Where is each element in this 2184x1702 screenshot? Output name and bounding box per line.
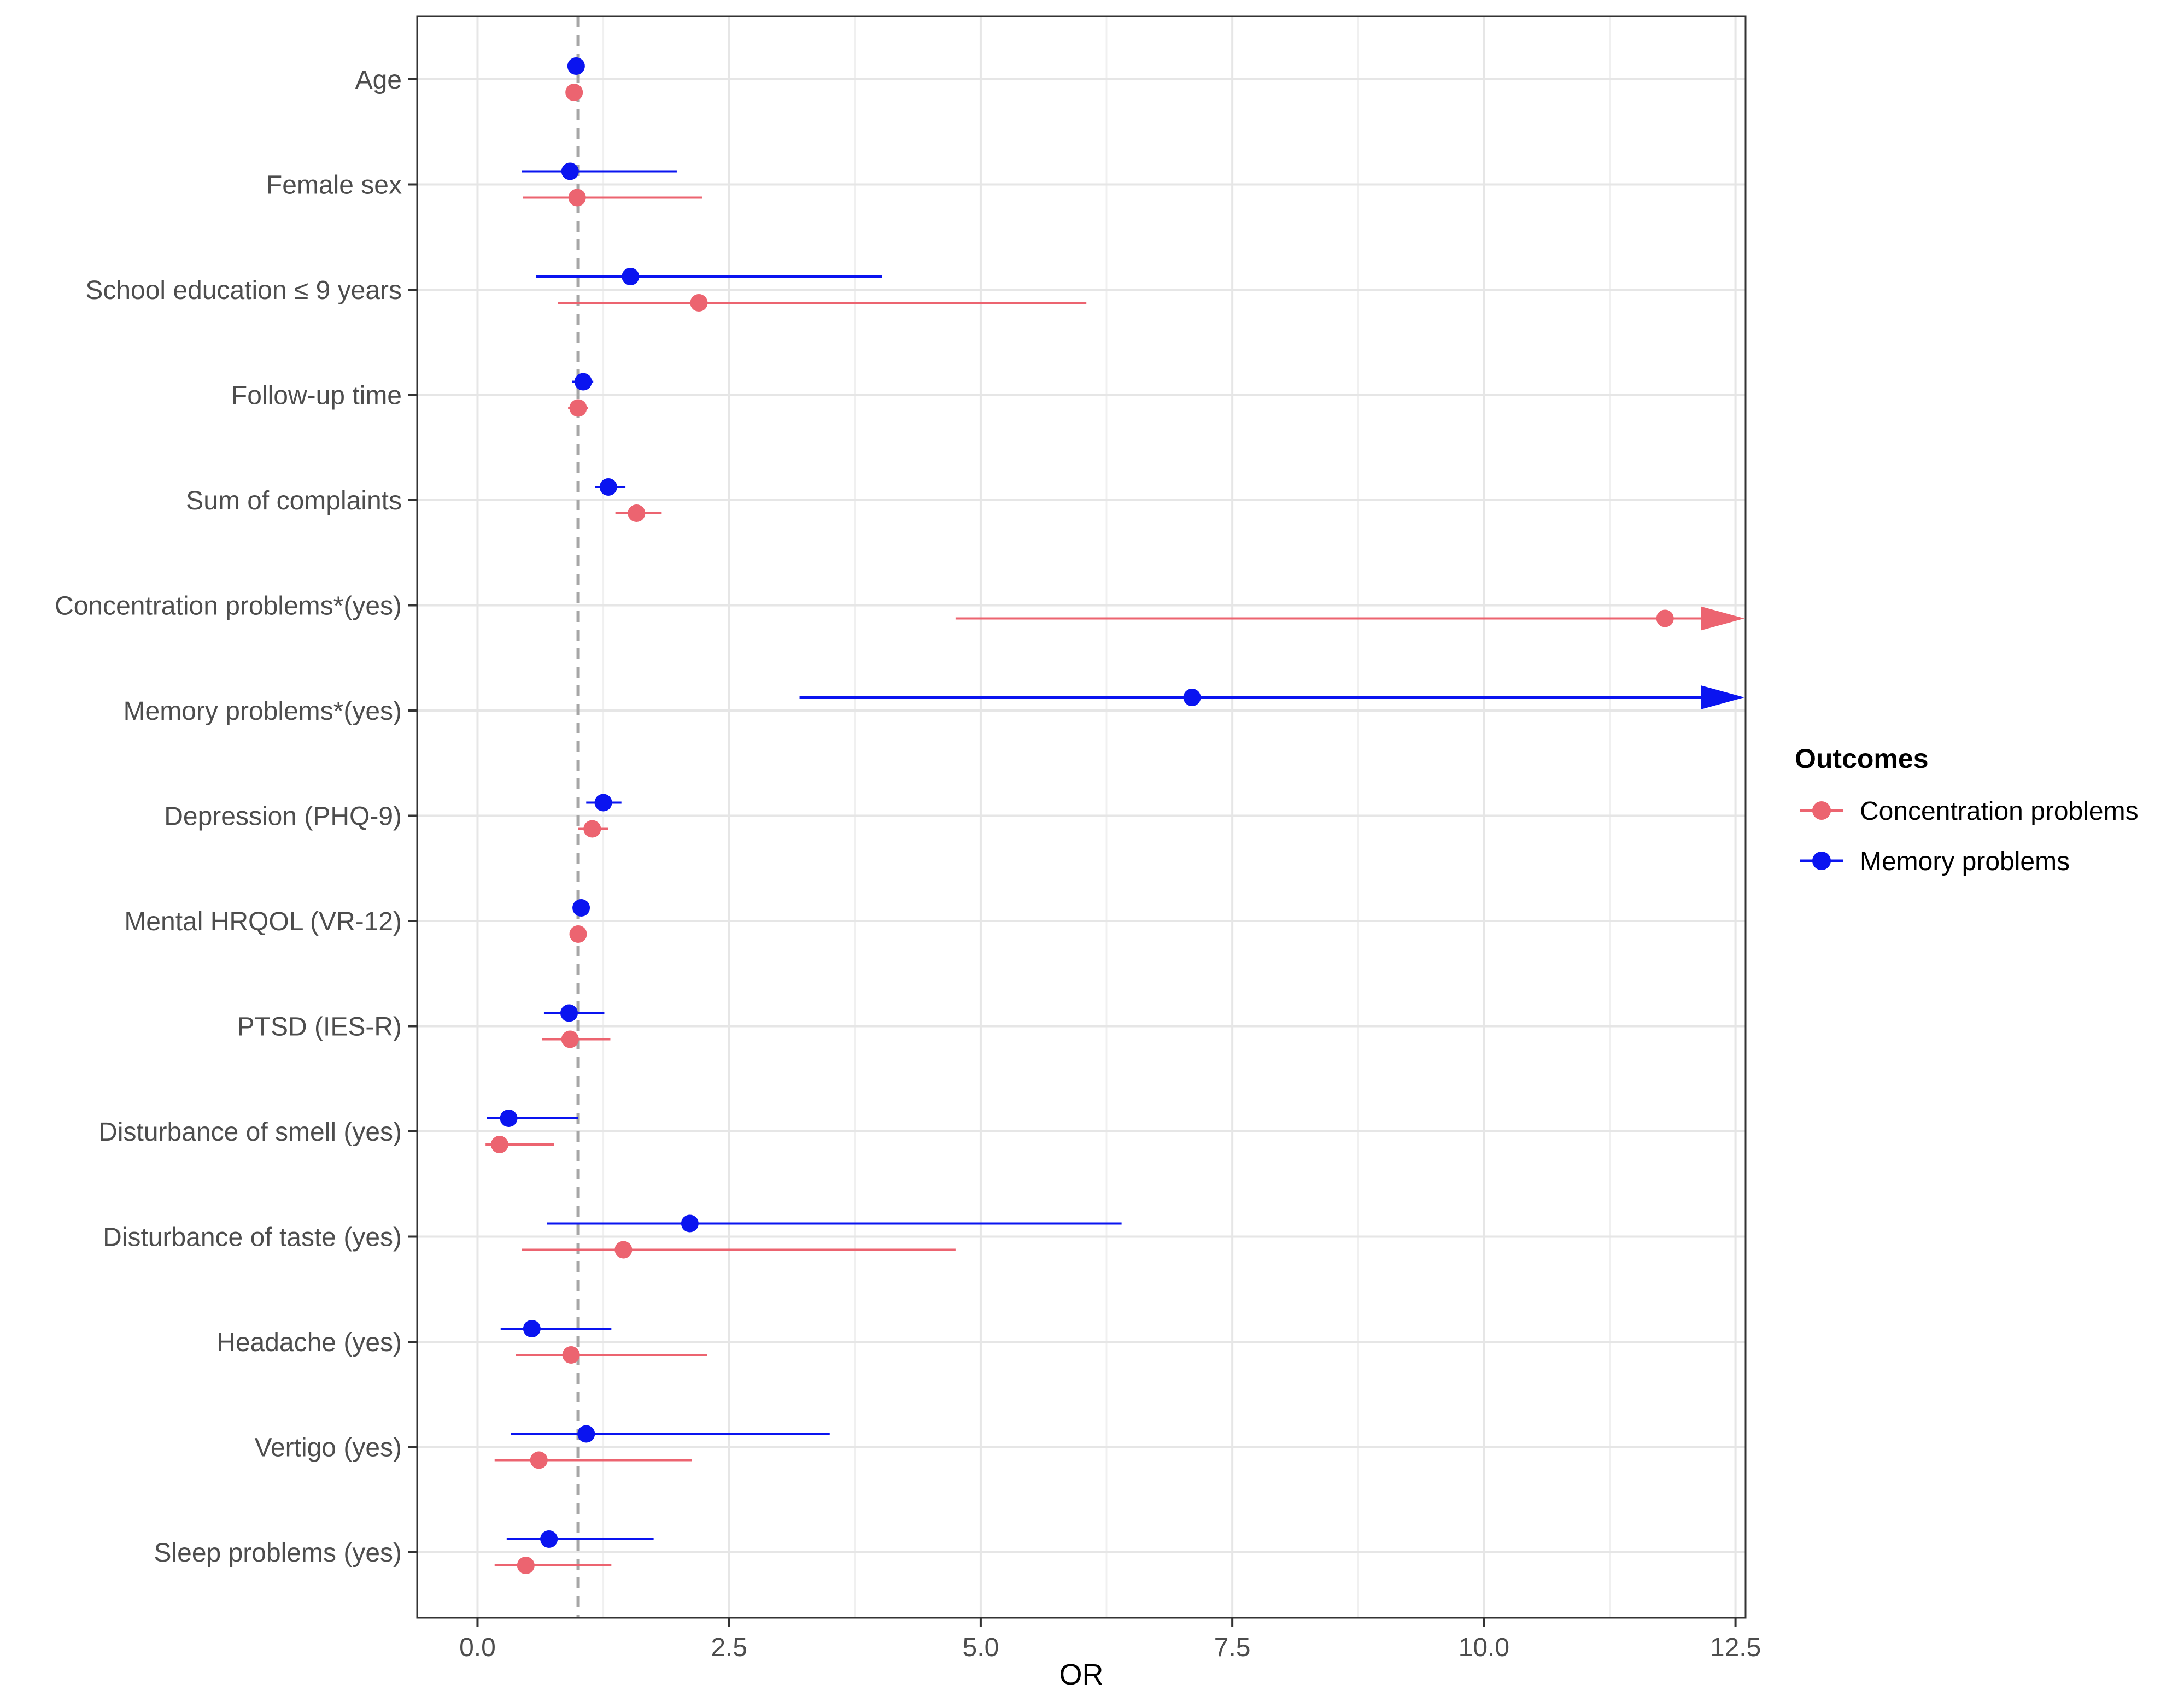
or-point-memory-problems-vertigo-yes xyxy=(577,1425,595,1443)
or-point-memory-problems-memory-problems-yes xyxy=(1183,689,1201,706)
or-point-memory-problems-female-sex xyxy=(561,162,579,180)
or-point-concentration-problems-school-education-9-years xyxy=(690,294,708,312)
or-point-memory-problems-disturbance-of-taste-yes xyxy=(681,1214,699,1233)
panel-border xyxy=(416,15,1747,1619)
or-point-concentration-problems-depression-phq-9 xyxy=(583,820,601,838)
or-point-memory-problems-ptsd-ies-r xyxy=(560,1004,578,1022)
or-point-concentration-problems-sum-of-complaints xyxy=(628,504,646,522)
or-point-concentration-problems-age xyxy=(565,84,583,101)
or-point-concentration-problems-vertigo-yes xyxy=(530,1451,548,1469)
panel-background xyxy=(417,16,1746,1618)
or-point-concentration-problems-headache-yes xyxy=(562,1346,580,1364)
or-point-memory-problems-sum-of-complaints xyxy=(599,478,617,496)
or-point-concentration-problems-disturbance-of-smell-yes xyxy=(490,1136,508,1153)
y-axis: Age Female sex School education ≤ 9 years F… xyxy=(55,66,417,1568)
or-point-memory-problems-follow-up-time xyxy=(574,373,592,391)
y-tick-label-female-sex: Female sex xyxy=(266,171,402,200)
legend-key-point-concentration xyxy=(1812,801,1831,820)
or-point-memory-problems-headache-yes xyxy=(523,1320,541,1337)
y-tick-label-memory-problems-yes: Memory problems*(yes) xyxy=(124,697,402,726)
or-point-concentration-problems-follow-up-time xyxy=(569,399,587,417)
x-axis: 0.0 2.5 5.0 7.5 10.0 12.5 xyxy=(459,1618,1761,1662)
x-tick-label: 5.0 xyxy=(963,1633,999,1662)
x-tick-label: 2.5 xyxy=(711,1633,747,1662)
grid-lines xyxy=(417,16,1746,1618)
x-tick-label: 7.5 xyxy=(1214,1633,1251,1662)
y-tick-label-school-education-9-years: School education ≤ 9 years xyxy=(85,276,402,305)
y-tick-label-sum-of-complaints: Sum of complaints xyxy=(186,486,402,515)
y-tick-label-follow-up-time: Follow-up time xyxy=(231,382,402,410)
x-axis-title: OR xyxy=(1059,1658,1104,1691)
y-tick-label-headache-yes: Headache (yes) xyxy=(216,1328,402,1357)
or-point-memory-problems-sleep-problems-yes xyxy=(540,1530,558,1548)
y-tick-label-ptsd-ies-r: PTSD (IES-R) xyxy=(237,1013,402,1042)
y-tick-label-age: Age xyxy=(355,66,402,95)
y-tick-label-mental-hrqol-vr-12: Mental HRQOL (VR-12) xyxy=(124,907,402,936)
x-tick-label: 10.0 xyxy=(1459,1633,1509,1662)
y-tick-label-vertigo-yes: Vertigo (yes) xyxy=(255,1434,402,1463)
or-point-memory-problems-disturbance-of-smell-yes xyxy=(500,1110,518,1127)
legend-label-memory: Memory problems xyxy=(1860,847,2070,876)
y-tick-label-disturbance-of-smell-yes: Disturbance of smell (yes) xyxy=(98,1118,402,1147)
or-point-concentration-problems-ptsd-ies-r xyxy=(561,1030,579,1048)
ci-arrow-concentration-problems-concentration-problems-yes xyxy=(1701,606,1744,631)
or-point-concentration-problems-female-sex xyxy=(568,189,586,207)
ci-arrow-memory-problems-memory-problems-yes xyxy=(1701,685,1744,709)
or-point-concentration-problems-disturbance-of-taste-yes xyxy=(614,1241,633,1259)
y-tick-label-depression-phq-9: Depression (PHQ-9) xyxy=(164,802,402,831)
or-point-concentration-problems-concentration-problems-yes xyxy=(1656,609,1674,627)
x-tick-label: 0.0 xyxy=(459,1633,496,1662)
or-point-memory-problems-school-education-9-years xyxy=(622,268,640,285)
legend-title: Outcomes xyxy=(1795,743,1929,774)
y-tick-label-sleep-problems-yes: Sleep problems (yes) xyxy=(154,1539,402,1568)
y-tick-label-concentration-problems-yes: Concentration problems*(yes) xyxy=(55,592,402,621)
legend-label-concentration: Concentration problems xyxy=(1860,797,2139,826)
legend: Outcomes Concentration problems Memory p… xyxy=(1795,743,2139,876)
or-point-concentration-problems-mental-hrqol-vr-12 xyxy=(569,925,587,943)
data-marks xyxy=(485,57,1744,1574)
x-tick-label: 12.5 xyxy=(1710,1633,1761,1662)
y-tick-label-disturbance-of-taste-yes: Disturbance of taste (yes) xyxy=(103,1223,402,1252)
legend-key-point-memory xyxy=(1812,852,1831,870)
or-point-concentration-problems-sleep-problems-yes xyxy=(517,1557,535,1574)
or-point-memory-problems-depression-phq-9 xyxy=(594,794,612,812)
or-point-memory-problems-age xyxy=(567,57,585,75)
or-point-memory-problems-mental-hrqol-vr-12 xyxy=(572,899,590,917)
